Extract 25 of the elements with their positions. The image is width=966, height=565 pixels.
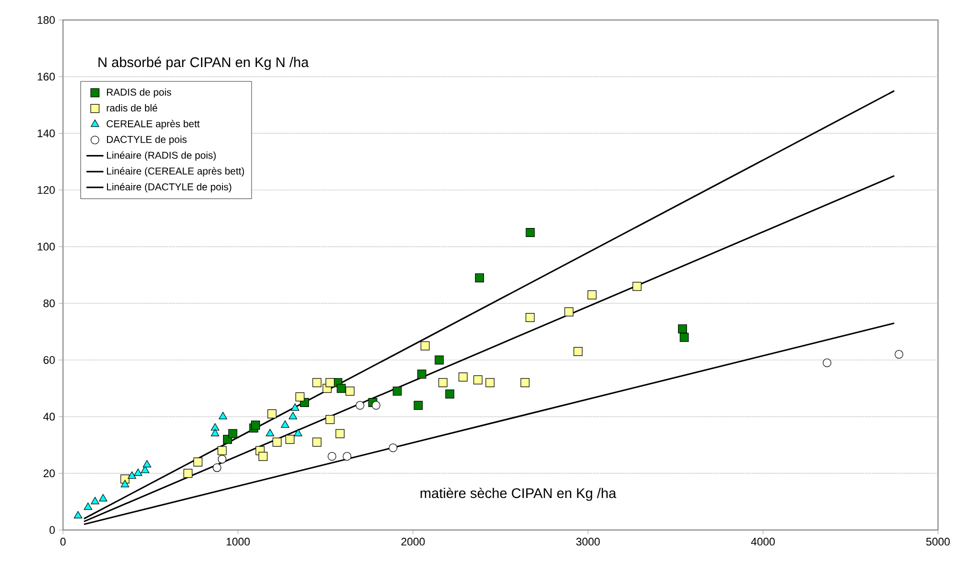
y-tick-label: 80 <box>44 299 55 308</box>
x-tick-label: 4000 <box>751 538 775 546</box>
y-tick-label: 60 <box>44 356 55 364</box>
y-tick-label: 120 <box>38 186 55 194</box>
x-tick-label: 0 <box>60 538 66 546</box>
y-tick-label: 20 <box>44 469 55 478</box>
x-tick-label: 3000 <box>576 538 600 546</box>
legend-label: Linéaire (DACTYLE de pois) <box>106 182 232 192</box>
legend-label: RADIS de pois <box>106 88 172 98</box>
x-tick-label: 1000 <box>226 538 250 546</box>
x-axis-title: matière sèche CIPAN en Kg /ha <box>420 488 616 501</box>
y-tick-label: 140 <box>38 129 55 138</box>
legend-label: radis de blé <box>106 104 158 112</box>
y-tick-label: 0 <box>50 526 55 534</box>
legend-label: DACTYLE de pois <box>106 136 187 145</box>
legend-label: CEREALE après bett <box>106 120 200 130</box>
y-tick-label: 100 <box>38 242 55 251</box>
y-axis-title: N absorbé par CIPAN en Kg N /ha <box>98 56 309 70</box>
y-tick-label: 160 <box>38 72 55 81</box>
y-tick-label: 180 <box>38 16 55 24</box>
x-tick-label: 2000 <box>401 538 425 546</box>
legend-label: Linéaire (CEREALE après bett) <box>106 167 244 177</box>
y-tick-label: 40 <box>43 412 55 421</box>
x-tick-label: 5000 <box>926 538 950 546</box>
legend-label: Linéaire (RADIS de pois) <box>106 151 216 161</box>
